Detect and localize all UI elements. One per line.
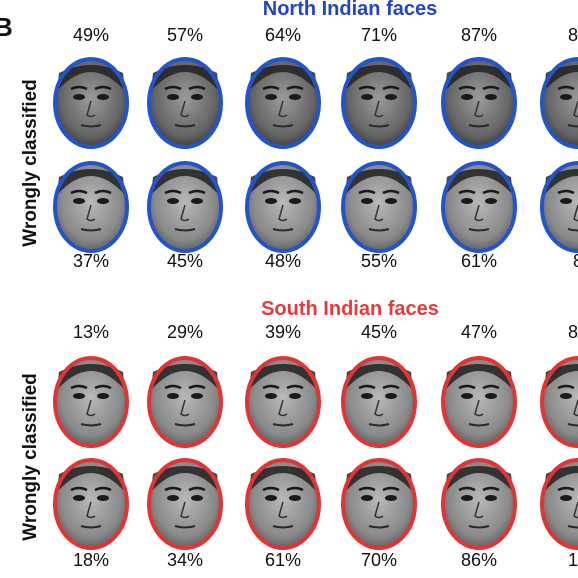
north-bottom-face xyxy=(441,161,517,253)
north-bottom-face xyxy=(53,161,129,253)
north-bottom-percent-label: 8 xyxy=(572,251,578,271)
north-top-percent-label: 57% xyxy=(166,25,204,45)
north-bottom-percent-label: 55% xyxy=(360,251,398,271)
south-bottom-face xyxy=(53,458,129,550)
south-bottom-face xyxy=(147,458,223,550)
north-top-percent-label: 49% xyxy=(72,25,110,45)
north-section-title: North Indian faces xyxy=(262,0,438,20)
south-top-percent-label: 13% xyxy=(72,322,110,342)
north-top-face xyxy=(441,57,517,149)
south-bottom-percent-label: 18% xyxy=(72,550,110,570)
south-top-percent-label: 39% xyxy=(264,322,302,342)
north-top-face xyxy=(53,57,129,149)
south-bottom-face xyxy=(245,458,321,550)
panel-label: B xyxy=(0,12,13,42)
north-bottom-face xyxy=(341,161,417,253)
south-section-title: South Indian faces xyxy=(261,298,439,320)
south-bottom-face xyxy=(441,458,517,550)
south-top-percent-label: 85 xyxy=(567,322,578,342)
south-top-face xyxy=(441,356,517,448)
north-top-percent-label: 71% xyxy=(360,25,398,45)
south-bottom-percent-label: 86% xyxy=(460,550,498,570)
south-top-percent-label: 47% xyxy=(460,322,498,342)
south-top-percent-label: 45% xyxy=(360,322,398,342)
south-bottom-face xyxy=(341,458,417,550)
north-bottom-percent-label: 61% xyxy=(460,251,498,271)
south-top-face xyxy=(540,356,578,448)
south-top-face xyxy=(245,356,321,448)
north-top-percent-label: 87% xyxy=(460,25,498,45)
north-bottom-percent-label: 45% xyxy=(166,251,204,271)
north-top-face xyxy=(147,57,223,149)
south-bottom-percent-label: 34% xyxy=(166,550,204,570)
north-top-face xyxy=(540,57,578,149)
south-top-face xyxy=(341,356,417,448)
south-bottom-percent-label: 10 xyxy=(567,550,578,570)
north-bottom-percent-label: 48% xyxy=(264,251,302,271)
south-top-face xyxy=(147,356,223,448)
north-top-face xyxy=(341,57,417,149)
north-bottom-face xyxy=(245,161,321,253)
south-bottom-percent-label: 70% xyxy=(360,550,398,570)
north-bottom-face xyxy=(147,161,223,253)
north-top-percent-label: 64% xyxy=(264,25,302,45)
south-bottom-percent-label: 61% xyxy=(264,550,302,570)
north-top-percent-label: 89 xyxy=(567,25,578,45)
north-bottom-percent-label: 37% xyxy=(72,251,110,271)
north-top-face xyxy=(245,57,321,149)
north-bottom-face xyxy=(540,161,578,253)
south-bottom-face xyxy=(540,458,578,550)
south-top-percent-label: 29% xyxy=(166,322,204,342)
south-top-face xyxy=(53,356,129,448)
